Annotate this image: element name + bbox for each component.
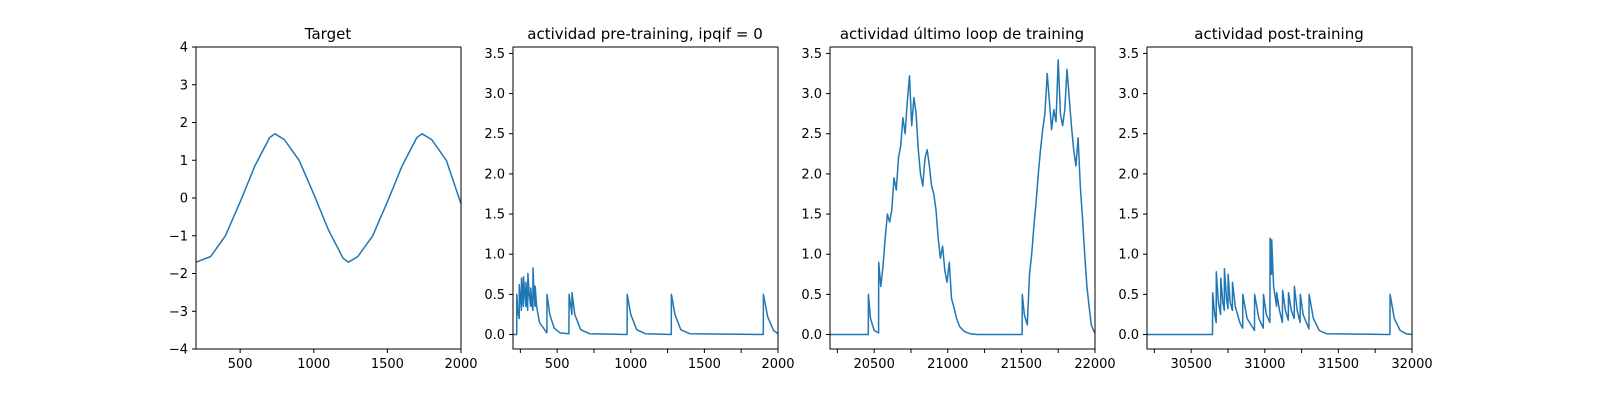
axes-frame <box>829 46 1096 350</box>
x-tick-label: 31000 <box>1244 357 1285 372</box>
panel-title: actividad post-training <box>1194 25 1363 43</box>
y-tick-label: 2.0 <box>801 167 822 182</box>
x-tick-label: 21500 <box>1001 357 1042 372</box>
y-tick-label: 2.0 <box>484 167 505 182</box>
y-tick-label: 4 <box>180 41 188 56</box>
y-tick-label: 2.5 <box>1118 127 1139 142</box>
y-tick-label: 3.5 <box>801 47 822 62</box>
x-tick-label: 500 <box>228 357 253 372</box>
y-tick-label: 1.5 <box>484 208 505 223</box>
y-tick-label: 1.5 <box>1118 208 1139 223</box>
y-tick-label: 2 <box>180 116 188 131</box>
y-tick-label: 0.0 <box>801 328 822 343</box>
axes-layer: 500 1000 1500 2000 0.0 0.5 1.0 1.5 2.0 2.5 3.0 3.5 <box>484 47 794 372</box>
x-tick-label: 21000 <box>927 357 968 372</box>
x-tick-label: 2000 <box>761 357 794 372</box>
y-tick-label: 0.0 <box>484 328 505 343</box>
y-tick-label: 2.0 <box>1118 167 1139 182</box>
y-tick-label: 3.5 <box>1118 47 1139 62</box>
axes-layer: 500 1000 1500 2000 −4 −3 −2 −1 0 1 2 3 4 <box>169 41 478 373</box>
axes-layer: 20500 21000 21500 22000 0.0 0.5 1.0 1.5 2.0 2.5 3.… <box>801 47 1115 372</box>
axes-frame <box>512 46 779 350</box>
x-tick-label: 2000 <box>444 357 477 372</box>
series-line <box>1147 237 1413 336</box>
y-tick-label: 0 <box>180 192 188 207</box>
y-tick-label: 3.0 <box>801 87 822 102</box>
x-tick-label: 1000 <box>297 357 330 372</box>
y-tick-label: 3 <box>180 78 188 93</box>
panel-last-training-loop: actividad último loop de training 20500 2… <box>801 25 1115 372</box>
axes-frame <box>195 46 462 350</box>
y-tick-label: 1.0 <box>1118 248 1139 263</box>
series-line <box>195 133 462 263</box>
axes-layer: 30500 31000 31500 32000 0.0 0.5 1.0 1.5 2.0 2.5 3.… <box>1118 47 1432 372</box>
x-tick-label: 1500 <box>688 357 721 372</box>
panel-title: Target <box>304 25 352 43</box>
y-tick-label: 2.5 <box>801 127 822 142</box>
y-tick-label: 3.0 <box>484 87 505 102</box>
panel-title: actividad último loop de training <box>840 25 1084 43</box>
y-tick-label: 1.0 <box>484 248 505 263</box>
series-line <box>513 267 779 336</box>
panel-pre-training: actividad pre-training, ipqif = 0 500 100… <box>484 25 794 372</box>
panel-target: Target 500 1000 1500 2000 −4 −3 −2 −1 0 1 2 3 4 <box>169 25 478 372</box>
series-line <box>830 59 1096 336</box>
y-tick-label: −2 <box>169 267 188 282</box>
y-tick-label: 0.0 <box>1118 328 1139 343</box>
y-tick-label: 0.5 <box>801 288 822 303</box>
panel-post-training: actividad post-training 30500 31000 31500 3… <box>1118 25 1432 372</box>
x-tick-label: 32000 <box>1391 357 1432 372</box>
y-tick-label: −4 <box>169 343 188 358</box>
y-tick-label: 3.5 <box>484 47 505 62</box>
y-tick-label: 1 <box>180 154 188 169</box>
y-tick-label: 2.5 <box>484 127 505 142</box>
y-tick-label: 1.0 <box>801 248 822 263</box>
y-tick-label: 3.0 <box>1118 87 1139 102</box>
y-tick-label: −3 <box>169 305 188 320</box>
x-tick-label: 30500 <box>1170 357 1211 372</box>
x-tick-label: 31500 <box>1318 357 1359 372</box>
axes-frame <box>1146 46 1413 350</box>
y-tick-label: 1.5 <box>801 208 822 223</box>
y-tick-label: 0.5 <box>484 288 505 303</box>
x-tick-label: 500 <box>545 357 570 372</box>
x-tick-label: 1000 <box>614 357 647 372</box>
x-tick-label: 20500 <box>853 357 894 372</box>
x-tick-label: 22000 <box>1074 357 1115 372</box>
y-tick-label: −1 <box>169 229 188 244</box>
y-tick-label: 0.5 <box>1118 288 1139 303</box>
panel-title: actividad pre-training, ipqif = 0 <box>527 25 763 43</box>
x-tick-label: 1500 <box>371 357 404 372</box>
